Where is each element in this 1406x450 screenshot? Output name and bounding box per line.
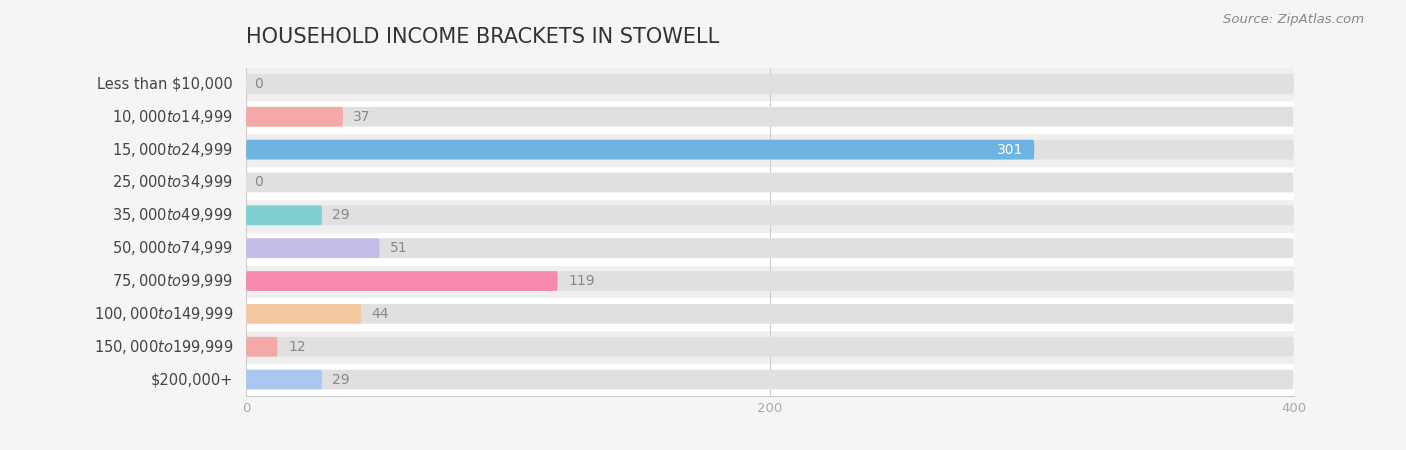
FancyBboxPatch shape <box>246 74 1294 94</box>
FancyBboxPatch shape <box>246 206 322 225</box>
Text: 37: 37 <box>353 110 371 124</box>
Text: Source: ZipAtlas.com: Source: ZipAtlas.com <box>1223 14 1364 27</box>
FancyBboxPatch shape <box>246 337 277 356</box>
Bar <box>246 100 1294 133</box>
FancyBboxPatch shape <box>246 238 380 258</box>
FancyBboxPatch shape <box>246 107 343 126</box>
FancyBboxPatch shape <box>246 337 1294 356</box>
Text: 44: 44 <box>371 307 389 321</box>
Bar <box>246 297 1294 330</box>
Text: 119: 119 <box>568 274 595 288</box>
FancyBboxPatch shape <box>246 304 1294 324</box>
Bar <box>246 330 1294 363</box>
FancyBboxPatch shape <box>246 271 558 291</box>
FancyBboxPatch shape <box>246 140 1294 159</box>
Bar <box>246 265 1294 297</box>
Bar <box>246 68 1294 100</box>
Bar <box>246 363 1294 396</box>
Text: 29: 29 <box>332 208 350 222</box>
Text: $200,000+: $200,000+ <box>150 372 233 387</box>
Text: $35,000 to $49,999: $35,000 to $49,999 <box>112 206 233 224</box>
Text: $150,000 to $199,999: $150,000 to $199,999 <box>94 338 233 356</box>
FancyBboxPatch shape <box>246 271 1294 291</box>
Text: $25,000 to $34,999: $25,000 to $34,999 <box>112 173 233 191</box>
Bar <box>246 133 1294 166</box>
Text: 12: 12 <box>288 340 305 354</box>
Text: 0: 0 <box>254 77 263 91</box>
FancyBboxPatch shape <box>246 370 322 389</box>
Bar <box>246 232 1294 265</box>
FancyBboxPatch shape <box>246 238 1294 258</box>
FancyBboxPatch shape <box>246 173 1294 192</box>
Text: Less than $10,000: Less than $10,000 <box>97 76 233 91</box>
FancyBboxPatch shape <box>246 206 1294 225</box>
Text: 29: 29 <box>332 373 350 387</box>
Text: $50,000 to $74,999: $50,000 to $74,999 <box>112 239 233 257</box>
Bar <box>246 166 1294 199</box>
Text: $100,000 to $149,999: $100,000 to $149,999 <box>94 305 233 323</box>
FancyBboxPatch shape <box>246 370 1294 389</box>
FancyBboxPatch shape <box>246 304 361 324</box>
Text: HOUSEHOLD INCOME BRACKETS IN STOWELL: HOUSEHOLD INCOME BRACKETS IN STOWELL <box>246 27 720 47</box>
Text: $10,000 to $14,999: $10,000 to $14,999 <box>112 108 233 126</box>
Text: $75,000 to $99,999: $75,000 to $99,999 <box>112 272 233 290</box>
Text: $15,000 to $24,999: $15,000 to $24,999 <box>112 140 233 159</box>
FancyBboxPatch shape <box>246 140 1035 159</box>
Text: 51: 51 <box>389 241 408 255</box>
FancyBboxPatch shape <box>246 107 1294 126</box>
Bar <box>246 199 1294 232</box>
Text: 301: 301 <box>997 143 1024 157</box>
Text: 0: 0 <box>254 176 263 189</box>
